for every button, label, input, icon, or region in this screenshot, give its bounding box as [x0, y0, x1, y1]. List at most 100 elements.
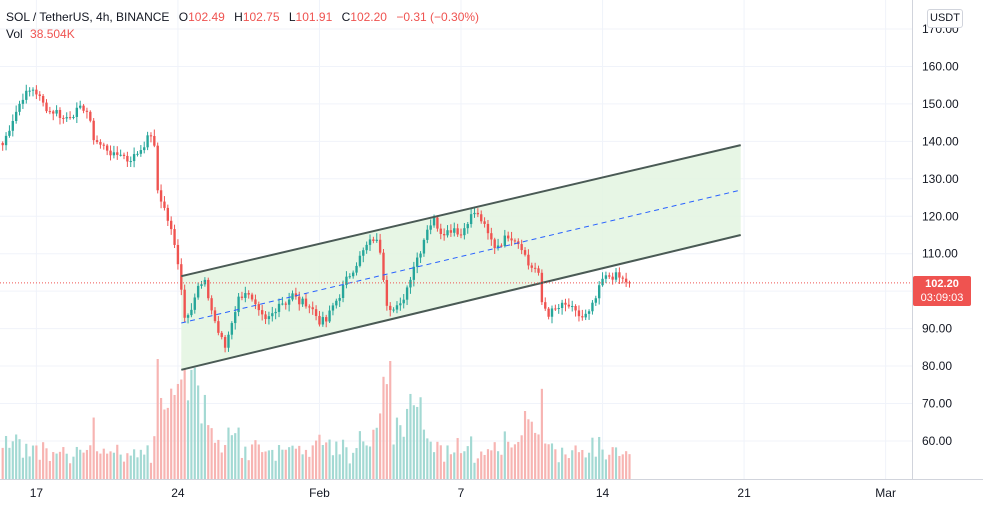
candle	[338, 294, 341, 307]
volume-bar	[186, 400, 190, 479]
volume-bar	[237, 427, 240, 479]
volume-bar	[463, 451, 466, 479]
candle	[351, 270, 355, 279]
candle	[250, 292, 254, 302]
candle	[173, 224, 176, 248]
currency-button[interactable]: USDT	[927, 9, 963, 28]
candle	[308, 304, 311, 314]
volume-bar	[207, 425, 210, 479]
volume-bar	[220, 452, 223, 479]
volume-bar	[561, 447, 564, 479]
volume-bar	[48, 460, 51, 479]
candle	[294, 287, 298, 300]
volume-bar	[594, 456, 597, 479]
y-tick-label: 160.00	[922, 59, 959, 73]
volume-bar	[587, 452, 591, 479]
candle	[402, 294, 405, 309]
candle	[28, 87, 31, 97]
candle	[227, 331, 230, 352]
candle	[75, 102, 79, 124]
volume-bar	[399, 425, 402, 479]
y-tick-label: 110.00	[922, 247, 958, 261]
volume-bar	[574, 445, 577, 479]
candle	[456, 223, 459, 237]
volume-bar	[146, 445, 149, 479]
candle	[554, 304, 557, 311]
volume-bar	[55, 453, 58, 479]
candle	[378, 233, 382, 255]
candle	[604, 271, 608, 284]
volume-bar	[325, 442, 328, 479]
volume-bar	[1, 447, 4, 479]
volume-bar	[422, 429, 426, 479]
volume-bar	[298, 445, 301, 479]
volume-bar	[31, 445, 35, 479]
volume-bar	[210, 428, 213, 479]
volume-bar	[281, 449, 284, 479]
volume-bar	[304, 449, 308, 479]
open-value: 102.49	[188, 10, 225, 24]
channel-midline	[181, 189, 741, 324]
volume-bar	[109, 451, 112, 479]
candle	[159, 184, 163, 209]
volume-bar	[274, 460, 277, 479]
candle	[483, 217, 486, 228]
candle	[166, 204, 169, 226]
volume-bar	[112, 452, 115, 479]
volume-bar	[308, 456, 311, 479]
volume-bar	[82, 452, 85, 479]
volume-bar	[294, 448, 297, 479]
volume-bar	[170, 388, 173, 479]
volume-bar	[92, 417, 95, 479]
candle	[577, 305, 581, 322]
volume-bar	[45, 448, 48, 479]
volume-bar	[591, 437, 594, 479]
volume-bar	[345, 447, 348, 479]
candle	[82, 104, 85, 114]
candle	[146, 131, 149, 151]
candle	[14, 105, 18, 124]
close-label: C	[341, 10, 351, 24]
volume-bar	[432, 452, 436, 479]
volume-bar	[301, 454, 304, 479]
volume-bar	[416, 406, 419, 479]
volume-bar	[28, 456, 31, 479]
candle	[89, 110, 92, 123]
volume-bar	[621, 454, 624, 479]
volume-bar	[503, 431, 506, 479]
volume-bar	[230, 435, 233, 479]
volume-bar	[267, 450, 270, 479]
candle	[453, 222, 456, 237]
volume-bar	[439, 445, 442, 479]
candle	[439, 223, 442, 240]
candle	[503, 229, 506, 248]
candle	[547, 307, 550, 320]
candle	[213, 307, 217, 324]
volume-bar	[466, 446, 469, 479]
volume-bar	[217, 439, 220, 479]
candle	[223, 335, 227, 353]
candle	[540, 269, 544, 305]
x-tick-label: Mar	[875, 486, 896, 500]
candle	[618, 267, 621, 285]
volume-bar	[557, 462, 560, 479]
volume-bar	[341, 439, 345, 479]
volume-bar	[321, 445, 324, 479]
volume-bar	[348, 463, 351, 479]
candle	[25, 84, 28, 104]
candle	[621, 275, 624, 284]
candle	[257, 301, 260, 316]
volume-bar	[318, 434, 321, 479]
candle	[325, 314, 328, 328]
volume-bar	[79, 449, 82, 479]
volume-bar	[288, 447, 291, 479]
volume-bar	[183, 369, 186, 479]
candle	[99, 139, 102, 149]
candle	[335, 298, 338, 309]
volume-bar	[493, 442, 496, 479]
volume-bar	[176, 383, 180, 479]
volume-bar	[119, 454, 122, 479]
candle	[55, 105, 58, 117]
candle	[31, 87, 35, 97]
